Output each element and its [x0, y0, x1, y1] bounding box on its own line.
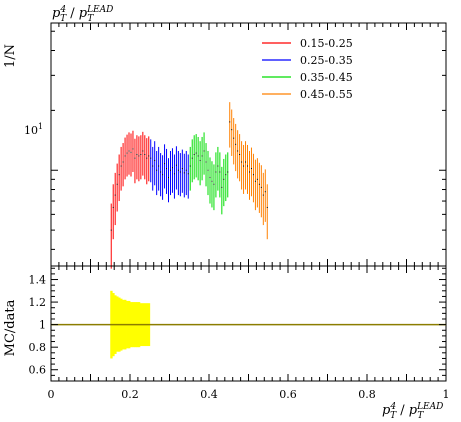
ratio-ytick-label: 1.4: [29, 274, 47, 287]
series-0.25-0.35: [150, 139, 189, 203]
x-tick-label: 0: [48, 388, 55, 401]
x-axis-label: p4 T / pLEAD T: [382, 402, 443, 421]
y-axis-label: 1/N: [3, 44, 18, 68]
main-plot-frame: [50, 22, 447, 267]
ratio-ytick-labels: 0.6 0.8 1 1.2 1.4: [29, 274, 47, 377]
x-tick-label: 0.6: [279, 388, 297, 401]
legend: 0.15-0.25 0.25-0.35 0.35-0.45 0.45-0.55: [262, 37, 353, 101]
series-0.35-0.45: [189, 132, 229, 215]
x-tick-label: 0.8: [358, 388, 376, 401]
legend-label: 0.45-0.55: [300, 88, 353, 101]
series-0.15-0.25: [110, 130, 150, 269]
chart-title: p4 T / pLEAD T: [52, 5, 113, 24]
legend-label: 0.25-0.35: [300, 54, 353, 67]
main-axis-ticks: [50, 23, 447, 266]
x-tick-label: 0.2: [121, 388, 139, 401]
ratio-ytick-label: 1: [39, 319, 46, 332]
ratio-ytick-label: 0.6: [29, 364, 47, 377]
ratio-axis-ticks: [50, 266, 447, 382]
x-tick-labels: 0 0.2 0.4 0.6 0.8 1: [48, 388, 450, 401]
x-tick-label: 1: [443, 388, 450, 401]
main-ytick-label-10: 101: [24, 122, 43, 137]
ratio-ytick-label: 1.2: [29, 296, 47, 309]
legend-label: 0.15-0.25: [300, 37, 353, 50]
series-0.45-0.55: [229, 102, 268, 240]
ratio-y-axis-label: MC/data: [3, 299, 18, 356]
main-data-series: [110, 102, 268, 269]
legend-label: 0.35-0.45: [300, 71, 353, 84]
x-tick-label: 0.4: [200, 388, 218, 401]
ratio-ytick-label: 0.8: [29, 341, 47, 354]
